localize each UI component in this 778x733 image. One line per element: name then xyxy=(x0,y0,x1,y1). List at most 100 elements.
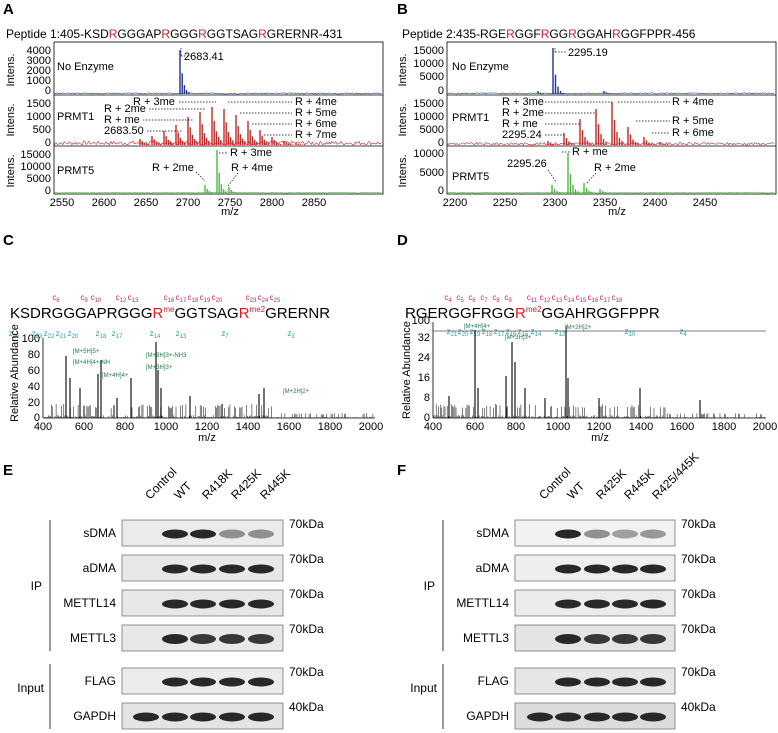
svg-text:4000: 4000 xyxy=(27,45,51,57)
svg-text:3000: 3000 xyxy=(27,55,51,67)
c-ion-c23: c23 xyxy=(246,293,257,304)
c-ion-c17: c17 xyxy=(176,293,187,304)
blot-mw-marker-5: 40kDa xyxy=(681,700,716,714)
d-ion-c7: c7 xyxy=(480,293,488,304)
panel-b-ylabel-1: Intens. xyxy=(397,53,409,86)
blot-band-gapdh-1 xyxy=(162,712,188,722)
blot-band-mettl14-4 xyxy=(248,599,274,609)
blot-band-flag-2 xyxy=(584,677,610,687)
blot-band-adma-3 xyxy=(219,564,245,574)
blot-band-mettl3-2 xyxy=(190,634,216,644)
svg-text:2295.26: 2295.26 xyxy=(507,158,547,170)
blot-row-label-mettl14: METTL14 xyxy=(63,596,116,610)
d-zion-z19: z19 xyxy=(470,327,481,338)
svg-text:R + 6me: R + 6me xyxy=(295,118,337,130)
d-zion-z17: z17 xyxy=(494,327,505,338)
blot-band-flag-4 xyxy=(640,677,666,687)
panel-a-track-prmt1: PRMT1 xyxy=(57,111,94,123)
blot-band-gapdh-3 xyxy=(612,712,638,722)
svg-text:R + 2me: R + 2me xyxy=(594,162,636,174)
d-zion-z18: z18 xyxy=(482,327,493,338)
panel-b-ylabel-2: Intens. xyxy=(397,103,409,136)
panel-b-spectrum-no-enzyme xyxy=(447,48,775,95)
svg-text:800: 800 xyxy=(116,421,134,433)
svg-text:0: 0 xyxy=(424,412,430,424)
svg-text:1000: 1000 xyxy=(546,421,570,433)
svg-text:1400: 1400 xyxy=(629,421,653,433)
blot-band-mettl14-1 xyxy=(555,599,581,609)
blot-mw-marker-2: 70kDa xyxy=(289,587,324,601)
svg-text:[M+3H]3+-NH3: [M+3H]3+-NH3 xyxy=(146,353,187,359)
panel-d-yticks: 100 32 24 16 8 0 xyxy=(412,315,430,424)
panel-b: Peptide 2:435-RGERGGFRGGRGGAHRGGFPPR-456… xyxy=(397,27,777,218)
svg-text:R + 2me: R + 2me xyxy=(152,162,194,174)
blot-band-gapdh-0 xyxy=(527,712,553,722)
svg-text:0: 0 xyxy=(438,85,444,97)
panel-b-spectrum-prmt5 xyxy=(447,153,775,194)
blot-band-gapdh-4 xyxy=(248,712,274,722)
panel-a-ylabel-2: Intens. xyxy=(5,103,17,136)
svg-text:40: 40 xyxy=(28,381,40,393)
d-ion-c8: c8 xyxy=(492,293,500,304)
blot-band-adma-2 xyxy=(190,564,216,574)
svg-text:20: 20 xyxy=(28,397,40,409)
blot-band-mettl3-3 xyxy=(219,634,245,644)
a-prmt1-peak-13 xyxy=(295,143,306,145)
c-zion-z7: z7 xyxy=(221,329,229,340)
blot-band-flag-1 xyxy=(162,677,188,687)
blot-band-mettl14-4 xyxy=(640,599,666,609)
svg-text:1800: 1800 xyxy=(712,421,736,433)
c-ion-c9: c9 xyxy=(80,293,88,304)
svg-text:16: 16 xyxy=(418,372,430,384)
svg-text:500: 500 xyxy=(33,124,51,136)
panel-a-yticks-3: 15000 10000 5000 0 xyxy=(20,149,51,197)
blot-mw-marker-4: 70kDa xyxy=(681,665,716,679)
svg-text:10000: 10000 xyxy=(413,58,444,70)
svg-text:400: 400 xyxy=(424,421,442,433)
svg-text:2683.41: 2683.41 xyxy=(184,51,224,63)
blot-band-gapdh-0 xyxy=(133,712,159,722)
blot-band-gapdh-2 xyxy=(584,712,610,722)
b-prmt5-peak-3 xyxy=(599,189,609,193)
panel-b-xlabel: m/z xyxy=(608,206,626,218)
b-prmt1-peak-7 xyxy=(659,142,671,145)
svg-text:0: 0 xyxy=(438,137,444,149)
svg-text:2850: 2850 xyxy=(302,197,326,209)
blot-row-label-sdma: sDMA xyxy=(83,526,116,540)
svg-text:2295.24: 2295.24 xyxy=(502,129,542,141)
panel-label-a: A xyxy=(3,1,14,18)
c-ion-c10: c10 xyxy=(91,293,102,304)
d-zion-z14: z14 xyxy=(531,327,542,338)
b-prmt1-peak-1 xyxy=(563,133,575,145)
svg-text:R + 3me: R + 3me xyxy=(502,96,544,108)
svg-text:2750: 2750 xyxy=(218,197,242,209)
c-ion-c25: c25 xyxy=(270,293,281,304)
panel-b-track-prmt1: PRMT1 xyxy=(452,112,489,124)
panel-a-frame xyxy=(53,41,384,195)
d-ion-c9: c9 xyxy=(504,293,512,304)
blot-lane-label-3: R425K xyxy=(228,466,264,502)
a-prmt5-peak-4me xyxy=(228,187,237,193)
svg-text:8: 8 xyxy=(424,392,430,404)
b-prmt1-peak-6 xyxy=(643,137,655,145)
svg-text:[M+4H]4+: [M+4H]4+ xyxy=(102,373,129,379)
blot-band-flag-3 xyxy=(219,677,245,687)
blot-row-label-mettl3: METTL3 xyxy=(70,631,116,645)
d-ion-c6: c6 xyxy=(468,293,476,304)
blot-band-sdma-3 xyxy=(612,529,638,539)
svg-text:0: 0 xyxy=(34,412,40,424)
panel-a-spectrum-no-enzyme xyxy=(54,50,382,95)
panel-label-c: C xyxy=(3,232,14,249)
c-ion-c18: c18 xyxy=(188,293,199,304)
blot-band-mettl14-2 xyxy=(584,599,610,609)
panel-d-z-ions: z21 z20 z19 z18 z17 z16 z15 z14 z12 z10 z4 xyxy=(447,327,688,338)
c-ion-c6: c6 xyxy=(52,293,60,304)
c-ion-c12: c12 xyxy=(116,293,127,304)
c-zion-z3: z3 xyxy=(287,329,295,340)
svg-text:R + 3me: R + 3me xyxy=(133,96,175,108)
blot-row-label-flag: FLAG xyxy=(478,674,509,688)
svg-text:R + 2me: R + 2me xyxy=(502,107,544,119)
panel-a: Peptide 1:405-KSDRGGGAPRGGGRGGTSAGRGRERN… xyxy=(5,27,384,218)
